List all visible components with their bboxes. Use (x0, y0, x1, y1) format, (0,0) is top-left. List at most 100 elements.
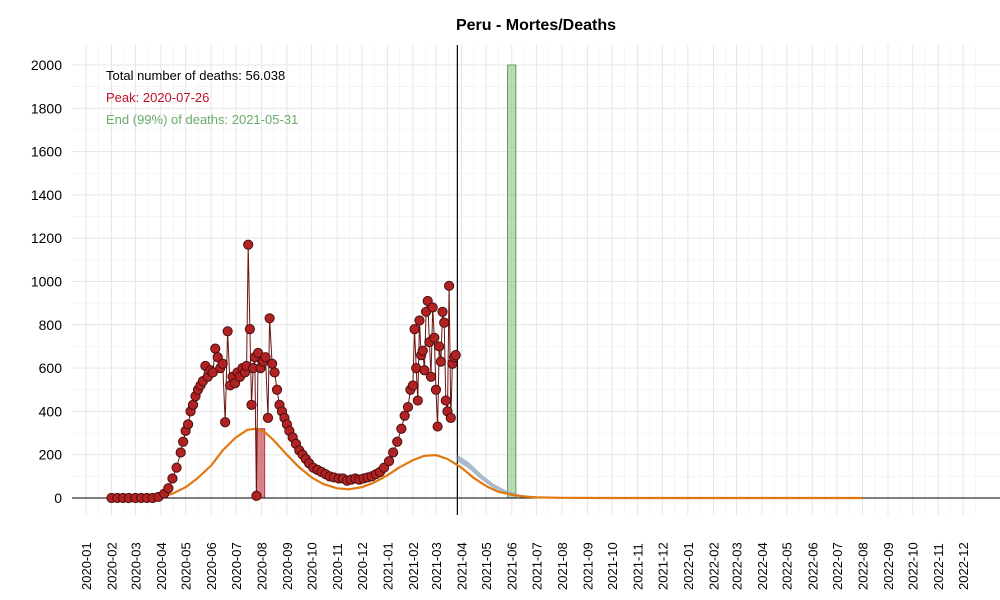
y-tick-label: 2000 (31, 57, 62, 73)
x-tick-label: 2022-12 (956, 542, 971, 590)
daily-death-point (244, 324, 255, 335)
y-tick-label: 1000 (31, 274, 62, 290)
daily-death-point (262, 412, 274, 423)
daily-death-point (399, 410, 410, 421)
x-tick-label: 2021-04 (454, 542, 469, 590)
daily-death-point (439, 317, 450, 328)
x-tick-label: 2020-11 (330, 543, 345, 590)
x-tick-label: 2020-07 (229, 542, 244, 590)
daily-death-point (434, 341, 445, 352)
x-tick-label: 2022-05 (780, 542, 795, 590)
daily-death-point (175, 447, 186, 458)
x-tick-label: 2022-11 (931, 543, 946, 590)
daily-death-point (419, 365, 430, 376)
daily-death-point (167, 473, 178, 484)
x-tick-label: 2020-06 (204, 542, 219, 590)
daily-death-point (171, 462, 182, 473)
x-tick-label: 2022-03 (730, 542, 745, 590)
y-tick-label: 1600 (31, 144, 62, 160)
daily-death-point (271, 384, 283, 395)
daily-death-point (264, 313, 275, 324)
x-tick-label: 2021-02 (406, 542, 421, 590)
daily-death-point (435, 356, 446, 367)
daily-death-point (246, 399, 257, 411)
daily-death-point (222, 326, 233, 337)
x-tick-label: 2021-11 (631, 543, 646, 590)
daily-death-point (444, 280, 455, 291)
daily-death-point (425, 371, 437, 382)
x-tick-label: 2022-06 (805, 542, 820, 590)
daily-death-point (430, 384, 442, 395)
total-deaths-annotation: Total number of deaths: 56.038 (106, 68, 285, 83)
daily-death-point (163, 483, 174, 494)
daily-death-point (402, 401, 414, 413)
x-tick-label: 2021-05 (479, 542, 494, 590)
daily-death-point (440, 395, 451, 406)
x-tick-label: 2020-09 (280, 542, 295, 590)
daily-death-point (383, 456, 395, 467)
x-tick-label: 2022-07 (830, 542, 845, 590)
daily-death-point (217, 358, 228, 369)
daily-death-point (251, 490, 262, 501)
x-tick-label: 2022-02 (706, 542, 721, 590)
daily-death-point (266, 358, 278, 369)
x-tick-label: 2020-05 (179, 542, 194, 590)
x-tick-label: 2021-06 (505, 542, 520, 590)
y-tick-label: 1200 (31, 230, 62, 246)
fit-curve (111, 427, 863, 500)
daily-death-point (187, 399, 199, 411)
x-tick-label: 2021-03 (429, 542, 444, 590)
daily-death-point (429, 332, 440, 343)
x-tick-label: 2022-10 (906, 542, 921, 590)
daily-death-point (450, 350, 461, 361)
daily-death-point (412, 395, 423, 406)
chart-title: Peru - Mortes/Deaths (456, 17, 616, 34)
end-annotation: End (99%) of deaths: 2021-05-31 (106, 112, 298, 127)
x-tick-label: 2021-01 (380, 542, 395, 590)
y-tick-label: 1800 (31, 100, 62, 116)
daily-death-point (445, 412, 456, 423)
grid (72, 45, 1000, 515)
x-tick-label: 2021-12 (655, 542, 670, 590)
daily-deaths-line (111, 244, 457, 499)
x-tick-label: 2021-10 (605, 542, 620, 590)
x-tick-label: 2021-08 (555, 542, 570, 590)
peak-band (255, 428, 266, 499)
x-tick-label: 2022-04 (755, 542, 770, 590)
daily-death-point (269, 367, 280, 378)
daily-death-point (392, 436, 403, 447)
daily-death-point (437, 306, 448, 317)
y-tick-label: 800 (39, 317, 63, 333)
data-marks (106, 239, 863, 504)
daily-death-point (417, 345, 428, 356)
daily-death-point (432, 421, 443, 432)
daily-death-point (427, 302, 438, 313)
y-tick-label: 600 (39, 360, 63, 376)
daily-death-point (388, 447, 399, 458)
x-tick-label: 2022-01 (681, 542, 696, 590)
daily-death-point (414, 315, 425, 326)
x-tick-label: 2020-04 (154, 542, 169, 590)
x-tick-label: 2020-10 (305, 542, 320, 590)
x-tick-label: 2020-02 (105, 542, 120, 590)
daily-death-point (409, 324, 420, 335)
daily-death-point (243, 239, 254, 250)
y-tick-label: 0 (54, 490, 62, 506)
x-tick-label: 2020-12 (355, 542, 370, 590)
daily-death-point (207, 367, 218, 378)
x-tick-label: 2020-03 (128, 542, 143, 590)
daily-death-point (178, 436, 189, 447)
daily-death-point (220, 417, 231, 428)
tick-labels: 0 200 400 600 800 1000 1200 1400 1600 1800 2000 202… (31, 57, 971, 590)
x-tick-label: 2021-07 (529, 542, 544, 590)
y-tick-label: 200 (39, 447, 63, 463)
x-tick-label: 2020-01 (79, 542, 94, 590)
daily-death-point (183, 419, 194, 430)
daily-death-point (252, 347, 264, 359)
end-band (507, 64, 517, 499)
daily-death-point (210, 343, 221, 354)
forecast-band (457, 454, 562, 498)
daily-death-point (260, 352, 271, 363)
